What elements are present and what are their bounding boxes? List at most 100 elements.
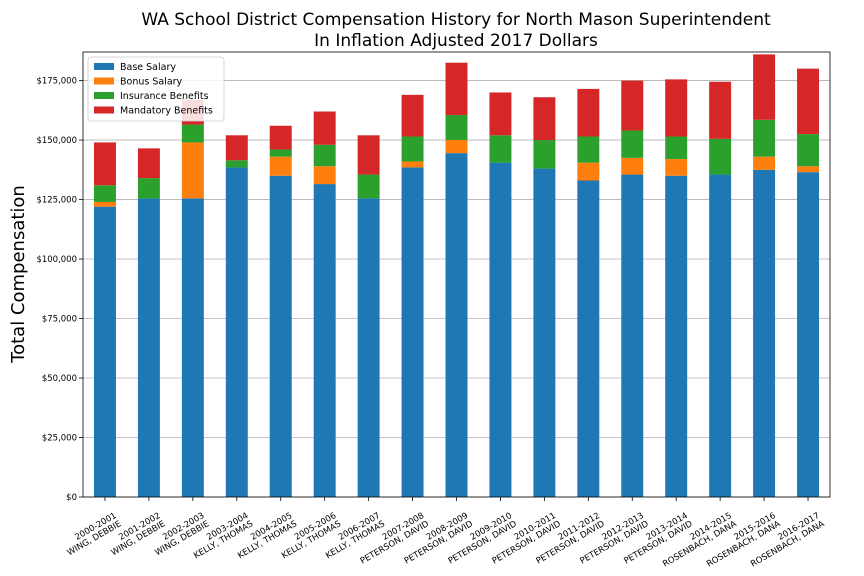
bar-segment-insurance-benefits — [225, 160, 248, 168]
y-tick-label: $50,000 — [42, 374, 77, 384]
bar-segment-bonus-salary — [269, 156, 292, 176]
legend: Base Salary Bonus Salary Insurance Benefit… — [87, 56, 225, 122]
bar-segment-insurance-benefits — [181, 124, 204, 143]
bar-segment-bonus-salary — [93, 201, 116, 207]
bar-segment-base-salary — [577, 180, 600, 497]
bar-segment-bonus-salary — [665, 159, 688, 176]
bar-segment-mandatory-benefits — [137, 148, 160, 179]
bar-segment-base-salary — [137, 198, 160, 497]
bar-segment-base-salary — [621, 174, 644, 498]
bar-segment-bonus-salary — [313, 166, 336, 185]
bar-segment-base-salary — [401, 167, 424, 498]
bar-segment-mandatory-benefits — [533, 97, 556, 141]
bar-segment-base-salary — [797, 172, 820, 497]
bar-segment-insurance-benefits — [357, 174, 380, 199]
chart-title-line-2: In Inflation Adjusted 2017 Dollars — [314, 31, 598, 51]
y-tick-label: $75,000 — [42, 315, 77, 325]
bar-segment-base-salary — [269, 175, 292, 497]
bar-segment-mandatory-benefits — [401, 94, 424, 137]
bar-segment-mandatory-benefits — [621, 80, 644, 131]
y-tick-label: $125,000 — [36, 196, 77, 206]
y-tick-label: $150,000 — [36, 136, 77, 146]
bar-stack — [489, 92, 512, 497]
legend-swatch — [94, 92, 114, 99]
y-tick-label: $0 — [66, 493, 77, 503]
bar-segment-bonus-salary — [181, 142, 204, 199]
bar-segment-insurance-benefits — [269, 149, 292, 157]
bar-segment-base-salary — [93, 206, 116, 497]
bar-segment-bonus-salary — [445, 140, 468, 154]
y-tick-label: $175,000 — [36, 77, 77, 87]
bar-segment-insurance-benefits — [137, 178, 160, 199]
bar-segment-insurance-benefits — [577, 136, 600, 163]
bar-segment-base-salary — [753, 169, 776, 497]
bar-segment-bonus-salary — [577, 162, 600, 181]
bar-stack — [269, 125, 292, 497]
legend-swatch — [94, 63, 114, 70]
bar-segment-insurance-benefits — [313, 144, 336, 167]
bar-segment-insurance-benefits — [797, 134, 820, 167]
legend-box — [87, 56, 225, 122]
bar-segment-base-salary — [357, 198, 380, 497]
bar-segment-base-salary — [445, 153, 468, 498]
legend-label: Base Salary — [120, 62, 176, 73]
bar-segment-bonus-salary — [401, 161, 424, 168]
bar-segment-bonus-salary — [753, 156, 776, 170]
bar-segment-insurance-benefits — [621, 130, 644, 158]
bar-segment-insurance-benefits — [709, 138, 732, 175]
bar-segment-insurance-benefits — [753, 119, 776, 157]
bar-segment-bonus-salary — [621, 157, 644, 175]
bar-stack — [797, 68, 820, 497]
bar-segment-base-salary — [313, 184, 336, 497]
legend-label: Bonus Salary — [120, 77, 183, 88]
bar-stacks — [93, 54, 820, 498]
bar-segment-insurance-benefits — [665, 136, 688, 160]
legend-label: Mandatory Benefits — [120, 106, 213, 117]
bar-stack — [357, 135, 380, 497]
bar-stack — [577, 88, 600, 497]
y-tick-label: $25,000 — [42, 434, 77, 444]
bar-stack — [401, 94, 424, 498]
bar-segment-base-salary — [709, 174, 732, 498]
bar-stack — [181, 99, 204, 497]
bar-stack — [445, 62, 468, 498]
bar-segment-insurance-benefits — [401, 136, 424, 162]
legend-label: Insurance Benefits — [120, 91, 209, 102]
y-tick-label: $100,000 — [36, 255, 77, 265]
bar-segment-mandatory-benefits — [313, 111, 336, 145]
bar-segment-mandatory-benefits — [709, 81, 732, 139]
legend-swatch — [94, 77, 114, 85]
bar-stack — [225, 135, 248, 498]
bar-stack — [709, 81, 732, 498]
bar-stack — [93, 142, 116, 497]
bar-segment-insurance-benefits — [93, 185, 116, 202]
bar-segment-base-salary — [489, 162, 512, 497]
y-axis-label: Total Compensation — [8, 185, 29, 364]
legend-swatch — [94, 106, 114, 114]
bar-segment-mandatory-benefits — [225, 135, 248, 161]
bar-stack — [313, 111, 336, 497]
bar-segment-mandatory-benefits — [753, 54, 776, 120]
bar-segment-bonus-salary — [797, 166, 820, 173]
bar-segment-insurance-benefits — [533, 140, 556, 169]
bar-segment-mandatory-benefits — [665, 79, 688, 137]
bar-stack — [137, 148, 160, 497]
bar-stack — [665, 79, 688, 497]
y-axis: $0 $25,000 $50,000 $75,000 $100,000 $125,000 $… — [36, 77, 83, 503]
chart-title-line-1: WA School District Compensation History … — [141, 10, 771, 30]
bar-segment-insurance-benefits — [489, 135, 512, 163]
bar-segment-insurance-benefits — [445, 115, 468, 141]
bar-segment-mandatory-benefits — [269, 125, 292, 150]
bar-segment-base-salary — [533, 168, 556, 497]
bar-segment-mandatory-benefits — [93, 142, 116, 186]
bar-segment-mandatory-benefits — [577, 88, 600, 137]
bar-stack — [533, 97, 556, 497]
bar-stack — [753, 54, 776, 497]
bar-segment-mandatory-benefits — [797, 68, 820, 135]
bar-segment-mandatory-benefits — [489, 92, 512, 136]
bar-segment-base-salary — [665, 175, 688, 497]
bar-stack — [621, 80, 644, 498]
bar-segment-mandatory-benefits — [445, 62, 468, 116]
